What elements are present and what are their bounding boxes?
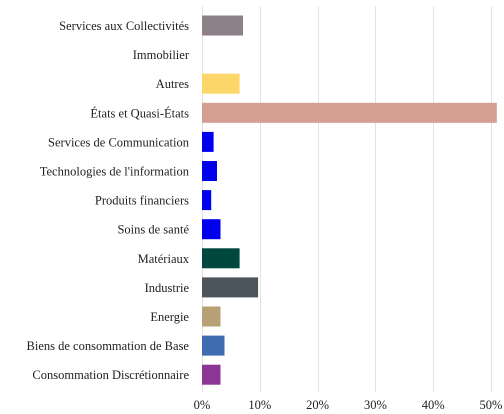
bar	[202, 306, 221, 327]
grid-layer	[202, 6, 492, 392]
bar	[202, 190, 212, 211]
category-label-layer: Services aux Collectivités Immobilier Autr…	[27, 19, 190, 382]
bar	[202, 277, 259, 298]
bar	[202, 335, 225, 356]
category-label: Soins de santé	[117, 223, 189, 237]
x-tick-label: 30%	[364, 398, 387, 412]
x-tick-label: 0%	[194, 398, 211, 412]
bar	[202, 161, 217, 181]
bar	[202, 219, 221, 240]
bar	[202, 364, 221, 385]
category-label: Services aux Collectivités	[59, 19, 189, 33]
category-label: Industrie	[145, 281, 190, 295]
category-label: Consommation Discrétionnaire	[32, 368, 189, 382]
category-label: Produits financiers	[95, 194, 189, 208]
bar	[202, 15, 243, 36]
category-label: Technologies de l'information	[40, 165, 190, 179]
category-label: Autres	[156, 77, 189, 91]
category-label: Matériaux	[138, 252, 190, 266]
x-tick-label: 10%	[248, 398, 271, 412]
category-label: États et Quasi-États	[90, 106, 189, 120]
category-label: Services de Communication	[48, 135, 190, 149]
bar	[202, 102, 497, 123]
category-label: Biens de consommation de Base	[27, 339, 190, 353]
category-label: Immobilier	[133, 48, 190, 62]
bar	[202, 73, 240, 94]
category-label: Energie	[150, 310, 189, 324]
bar	[202, 131, 214, 152]
x-tick-label: 40%	[422, 398, 445, 412]
bar	[202, 248, 240, 269]
x-tick-label: 50%	[480, 398, 503, 412]
bar-layer	[202, 15, 497, 385]
x-tick-label-layer: 0% 10% 20% 30% 40% 50%	[194, 398, 503, 412]
x-tick-label: 20%	[306, 398, 329, 412]
